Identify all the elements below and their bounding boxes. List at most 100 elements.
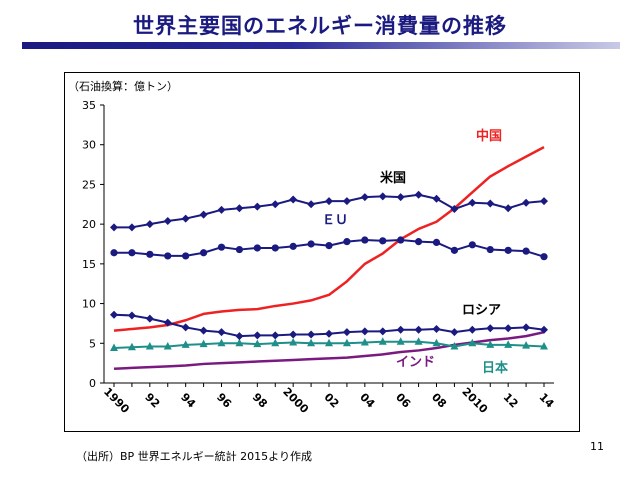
data-point-circle [289, 242, 297, 250]
data-point-triangle [289, 337, 298, 346]
data-point-diamond [127, 223, 136, 232]
data-point-diamond [307, 330, 316, 339]
data-point-triangle [163, 341, 172, 350]
x-tick-label: 14 [536, 391, 556, 411]
data-point-diamond [307, 200, 316, 209]
data-point-diamond [486, 199, 495, 208]
y-tick-label: 10 [82, 298, 96, 311]
data-point-triangle [307, 338, 316, 347]
data-point-circle [522, 247, 530, 255]
data-point-circle [199, 249, 208, 257]
data-point-diamond [486, 324, 495, 333]
data-point-circle [110, 249, 118, 257]
data-point-diamond [450, 328, 459, 337]
data-point-triangle [522, 341, 531, 349]
series-label: ロシア [462, 303, 501, 318]
data-point-triangle [540, 341, 548, 350]
data-point-diamond [522, 323, 531, 332]
page-number: 11 [590, 440, 604, 453]
data-point-diamond [181, 323, 190, 332]
data-point-circle [343, 238, 351, 246]
data-point-diamond [450, 205, 459, 214]
data-point-diamond [342, 197, 351, 206]
data-point-diamond [540, 197, 548, 206]
series-日本 [110, 337, 548, 352]
series-label: 日本 [482, 360, 508, 376]
data-point-diamond [181, 214, 190, 223]
data-point-diamond [199, 326, 208, 335]
series-line [113, 145, 545, 332]
data-point-circle [397, 236, 405, 244]
data-point-diamond [414, 325, 423, 334]
data-point-diamond [360, 193, 369, 202]
data-point-diamond [432, 194, 441, 203]
series-米国 [110, 190, 548, 232]
data-point-diamond [127, 311, 136, 320]
data-point-diamond [271, 331, 280, 340]
slide-title: 世界主要国のエネルギー消費量の推移 [133, 14, 507, 38]
data-point-diamond [522, 198, 531, 207]
data-point-triangle [360, 337, 369, 346]
data-point-diamond [504, 204, 513, 213]
y-tick-label: 25 [82, 178, 96, 191]
source-note: （出所）BP 世界エネルギー統計 2015より作成 [76, 450, 312, 463]
x-tick-label: 98 [250, 391, 270, 411]
data-point-diamond [396, 193, 405, 202]
data-point-diamond [110, 223, 118, 232]
data-point-triangle [396, 337, 405, 345]
data-point-diamond [271, 200, 280, 209]
y-tick-label: 30 [82, 139, 96, 152]
series-label: ＥＵ [322, 213, 348, 228]
series-ＥＵ [110, 236, 548, 261]
series-ロシア [110, 310, 548, 341]
data-point-triangle [450, 341, 459, 350]
data-point-circle [450, 246, 459, 254]
data-point-circle [182, 252, 190, 260]
series-label: 中国 [476, 128, 502, 144]
series-layer [110, 145, 548, 370]
data-point-circle [468, 241, 476, 249]
data-point-triangle [145, 341, 154, 350]
series-label: 米国 [380, 170, 406, 186]
data-point-diamond [325, 329, 333, 338]
data-point-diamond [378, 327, 387, 336]
data-point-circle [128, 249, 136, 257]
data-point-triangle [217, 338, 226, 347]
data-point-circle [146, 250, 154, 258]
data-point-diamond [145, 314, 154, 323]
title-underline [22, 42, 620, 49]
data-point-diamond [235, 332, 244, 341]
data-point-diamond [432, 324, 441, 333]
data-point-circle [414, 238, 423, 246]
y-tick-label: 5 [89, 337, 96, 350]
data-point-circle [540, 253, 548, 261]
data-point-diamond [360, 327, 369, 336]
data-point-circle [361, 236, 369, 244]
y-tick-label: 35 [82, 99, 96, 112]
data-point-triangle [199, 339, 208, 348]
data-point-diamond [414, 190, 423, 199]
y-tick-label: 20 [82, 218, 96, 231]
data-point-triangle [342, 338, 351, 347]
data-point-circle [217, 243, 226, 251]
data-point-triangle [253, 339, 262, 348]
data-point-circle [486, 245, 494, 254]
data-point-circle [235, 245, 244, 254]
x-tick-label: 04 [357, 391, 377, 411]
data-point-triangle [271, 338, 280, 347]
data-point-circle [271, 244, 279, 252]
data-point-diamond [163, 318, 172, 327]
data-point-diamond [253, 331, 262, 340]
y-tick-label: 15 [82, 258, 96, 271]
data-point-circle [325, 241, 333, 250]
data-point-diamond [163, 216, 172, 225]
series-中国 [113, 145, 545, 332]
data-point-triangle [504, 340, 513, 348]
data-point-diamond [396, 325, 405, 334]
data-point-diamond [325, 197, 333, 206]
data-point-triangle [325, 338, 333, 347]
data-point-triangle [414, 337, 423, 345]
x-tick-label: 94 [178, 391, 198, 411]
data-point-triangle [110, 343, 118, 352]
x-tick-label: 12 [501, 391, 521, 411]
